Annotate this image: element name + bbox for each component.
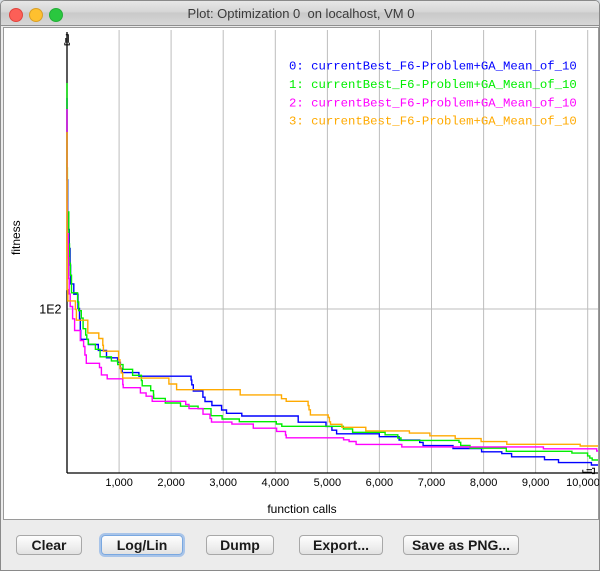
svg-text:7,000: 7,000 bbox=[418, 477, 446, 489]
svg-text:0: currentBest_F6-Problem+GA_M: 0: currentBest_F6-Problem+GA_Mean_of_10 bbox=[289, 60, 577, 74]
svg-text:3: currentBest_F6-Problem+GA_M: 3: currentBest_F6-Problem+GA_Mean_of_10 bbox=[289, 115, 577, 129]
svg-text:1,000: 1,000 bbox=[105, 477, 133, 489]
svg-text:8,000: 8,000 bbox=[470, 477, 498, 489]
svg-text:3,000: 3,000 bbox=[209, 477, 237, 489]
svg-text:5,000: 5,000 bbox=[314, 477, 342, 489]
svg-text:10,000: 10,000 bbox=[566, 477, 600, 489]
svg-text:9,000: 9,000 bbox=[522, 477, 550, 489]
svg-text:4,000: 4,000 bbox=[262, 477, 290, 489]
svg-text:6,000: 6,000 bbox=[366, 477, 394, 489]
svg-text:2: currentBest_F6-Problem+GA_M: 2: currentBest_F6-Problem+GA_Mean_of_10 bbox=[289, 96, 577, 110]
svg-text:2,000: 2,000 bbox=[157, 477, 185, 489]
svg-text:1: currentBest_F6-Problem+GA_M: 1: currentBest_F6-Problem+GA_Mean_of_10 bbox=[289, 78, 577, 92]
svg-text:1E2: 1E2 bbox=[39, 303, 61, 317]
